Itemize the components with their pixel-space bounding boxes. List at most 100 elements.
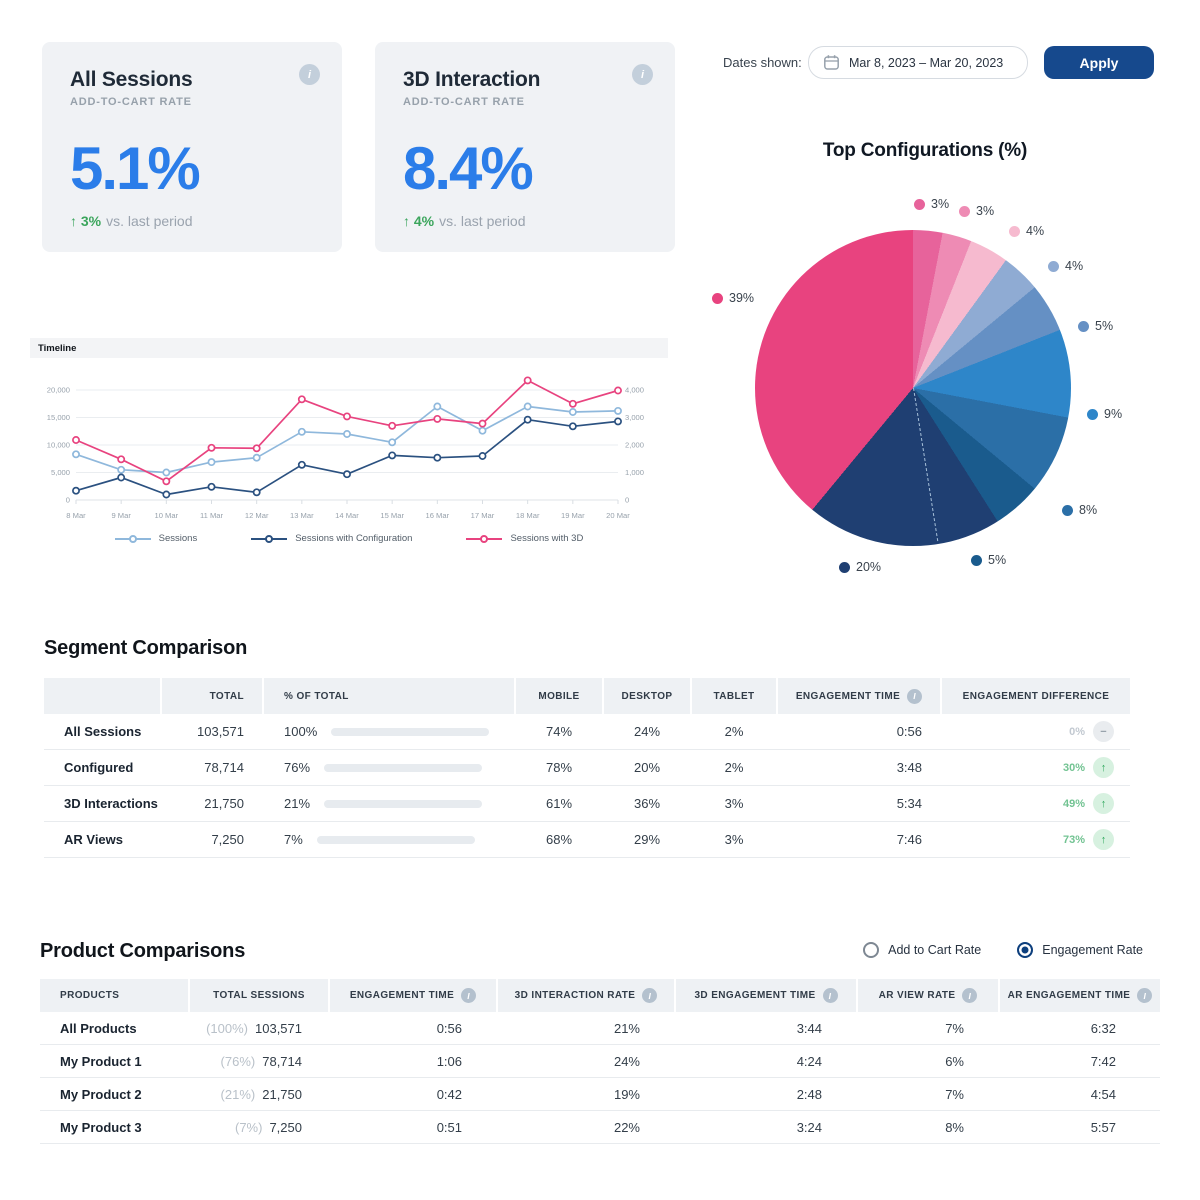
ar-view-rate-value: 7%: [945, 1020, 964, 1036]
info-icon[interactable]: i: [299, 64, 320, 85]
info-icon[interactable]: i: [1137, 988, 1153, 1003]
percent-of-total-cell: 21%: [264, 786, 514, 821]
legend-item: Sessions: [114, 533, 197, 544]
data-point-marker: [523, 415, 532, 424]
data-point-marker: [388, 451, 397, 460]
engagement-time-value: 0:56: [896, 724, 922, 739]
kpi-delta: ↑ 4% vs. last period: [403, 213, 647, 229]
tablet-value: 3%: [724, 796, 744, 811]
info-icon[interactable]: i: [461, 988, 477, 1003]
column-header: AR VIEW RATE i: [858, 979, 998, 1012]
pie-slice-label: 5%: [971, 553, 1006, 567]
column-header: PRODUCTS: [40, 979, 188, 1012]
info-icon[interactable]: i: [962, 988, 978, 1003]
info-icon[interactable]: i: [632, 64, 653, 85]
data-point-marker: [478, 419, 487, 428]
pie-slice-label: 39%: [712, 291, 754, 305]
data-point-marker: [162, 468, 171, 477]
product-name: My Product 3: [60, 1119, 142, 1135]
3d-engagement-time-value: 4:24: [796, 1053, 822, 1069]
legend-item: Sessions with 3D: [466, 533, 583, 544]
info-icon[interactable]: i: [907, 688, 923, 704]
data-point-marker: [523, 376, 532, 385]
info-icon[interactable]: i: [642, 988, 658, 1003]
table-row[interactable]: My Product 1 (76%) 78,714 1:06 24% 4:24 6% 7:42: [40, 1045, 1160, 1078]
data-point-marker: [297, 427, 306, 436]
info-icon[interactable]: i: [822, 988, 838, 1003]
timeline-line-chart[interactable]: 0 0 5,000 1,000 10,000 2,000 15,000 3,000 20,000…: [30, 360, 668, 530]
right-axis-tick: 0: [625, 496, 629, 505]
table-row[interactable]: My Product 2 (21%) 21,750 0:42 19% 2:48 7% 4:54: [40, 1078, 1160, 1111]
x-axis-label: 15 Mar: [380, 511, 404, 520]
radio-selected-icon[interactable]: [1017, 942, 1034, 958]
desktop-value: 24%: [633, 724, 661, 739]
column-header: ENGAGEMENT TIME i: [330, 979, 496, 1012]
table-row[interactable]: All Sessions 103,571 100% 74% 24% 2% 0:56 0% −: [44, 714, 1130, 750]
3d-engagement-time-value: 2:48: [796, 1086, 822, 1102]
data-point-marker: [568, 408, 577, 416]
tablet-value: 2%: [724, 760, 744, 775]
pie-label-value: 20%: [856, 560, 882, 574]
pie-label-value: 5%: [988, 553, 1007, 567]
pie-dashed-divider: [913, 387, 939, 542]
data-point-marker: [614, 406, 622, 415]
engagement-time-value: 0:56: [436, 1020, 462, 1036]
engagement-difference-value: 73%: [1062, 833, 1085, 846]
column-header-label: DESKTOP: [621, 690, 673, 702]
data-point-marker: [207, 482, 216, 491]
3d-engagement-time-value: 3:44: [796, 1020, 822, 1036]
column-header-label: MOBILE: [538, 690, 580, 702]
radio-option-engagement-rate[interactable]: Engagement Rate: [1017, 942, 1143, 958]
ar-engagement-time-value: 5:57: [1090, 1119, 1116, 1135]
data-point-marker: [72, 450, 80, 459]
pie-label-dot-icon: [1078, 320, 1089, 332]
no-change-badge-icon: −: [1093, 721, 1114, 742]
pie-chart[interactable]: [755, 230, 1071, 546]
engagement-difference-cell: 49% ↑: [942, 786, 1130, 821]
left-axis-tick: 10,000: [47, 441, 70, 450]
percent-bar-track: [324, 763, 483, 772]
legend-swatch-icon: [251, 534, 288, 543]
apply-button[interactable]: Apply: [1044, 46, 1154, 79]
segment-name: AR Views: [64, 832, 124, 847]
pie-label-value: 4%: [1065, 259, 1084, 273]
pie-label-value: 3%: [931, 197, 950, 211]
table-row[interactable]: Configured 78,714 76% 78% 20% 2% 3:48 30% ↑: [44, 750, 1130, 786]
column-header-label: AR VIEW RATE: [878, 990, 956, 1001]
data-point-marker: [433, 414, 442, 423]
sessions-share-percent: (76%): [220, 1053, 256, 1069]
tablet-value: 3%: [724, 832, 744, 847]
desktop-value: 36%: [633, 796, 661, 811]
total-value: 78,714: [204, 760, 244, 775]
radio-unselected-icon[interactable]: [863, 942, 880, 958]
table-row[interactable]: AR Views 7,250 7% 68% 29% 3% 7:46 73% ↑: [44, 822, 1130, 858]
mobile-value: 78%: [545, 760, 573, 775]
column-header-label: ENGAGEMENT DIFFERENCE: [962, 690, 1110, 702]
x-axis-label: 19 Mar: [561, 511, 585, 520]
legend-label: Sessions with Configuration: [295, 533, 413, 544]
engagement-time-value: 7:46: [896, 832, 922, 847]
table-row[interactable]: All Products (100%) 103,571 0:56 21% 3:44 7% 6:…: [40, 1012, 1160, 1045]
total-sessions-value: 7,250: [269, 1119, 302, 1135]
kpi-title: All Sessions: [70, 68, 193, 91]
column-header-label: ENGAGEMENT TIME: [795, 690, 901, 702]
table-row[interactable]: 3D Interactions 21,750 21% 61% 36% 3% 5:34 49% ↑: [44, 786, 1130, 822]
pie-label-value: 3%: [976, 204, 995, 218]
up-arrow-icon: ↑: [403, 213, 410, 229]
pie-label-dot-icon: [914, 198, 925, 210]
column-header-label: 3D ENGAGEMENT TIME: [694, 990, 816, 1001]
date-range-value: Mar 8, 2023 – Mar 20, 2023: [849, 55, 1004, 70]
radio-option-add-to-cart-rate[interactable]: Add to Cart Rate: [863, 942, 981, 958]
percent-bar-track: [324, 799, 483, 808]
right-axis-tick: 2,000: [625, 441, 644, 450]
engagement-difference-value: 0%: [1069, 725, 1085, 738]
pie-label-dot-icon: [1087, 408, 1098, 420]
x-axis-label: 18 Mar: [516, 511, 540, 520]
date-range-picker[interactable]: Mar 8, 2023 – Mar 20, 2023: [808, 46, 1028, 79]
x-axis-label: 10 Mar: [155, 511, 179, 520]
3d-interaction-rate-value: 19%: [613, 1086, 640, 1102]
table-row[interactable]: My Product 3 (7%) 7,250 0:51 22% 3:24 8% 5:57: [40, 1111, 1160, 1144]
segment-name: 3D Interactions: [64, 796, 158, 811]
pie-label-dot-icon: [712, 292, 723, 304]
column-header-label: AR ENGAGEMENT TIME: [1007, 990, 1131, 1001]
